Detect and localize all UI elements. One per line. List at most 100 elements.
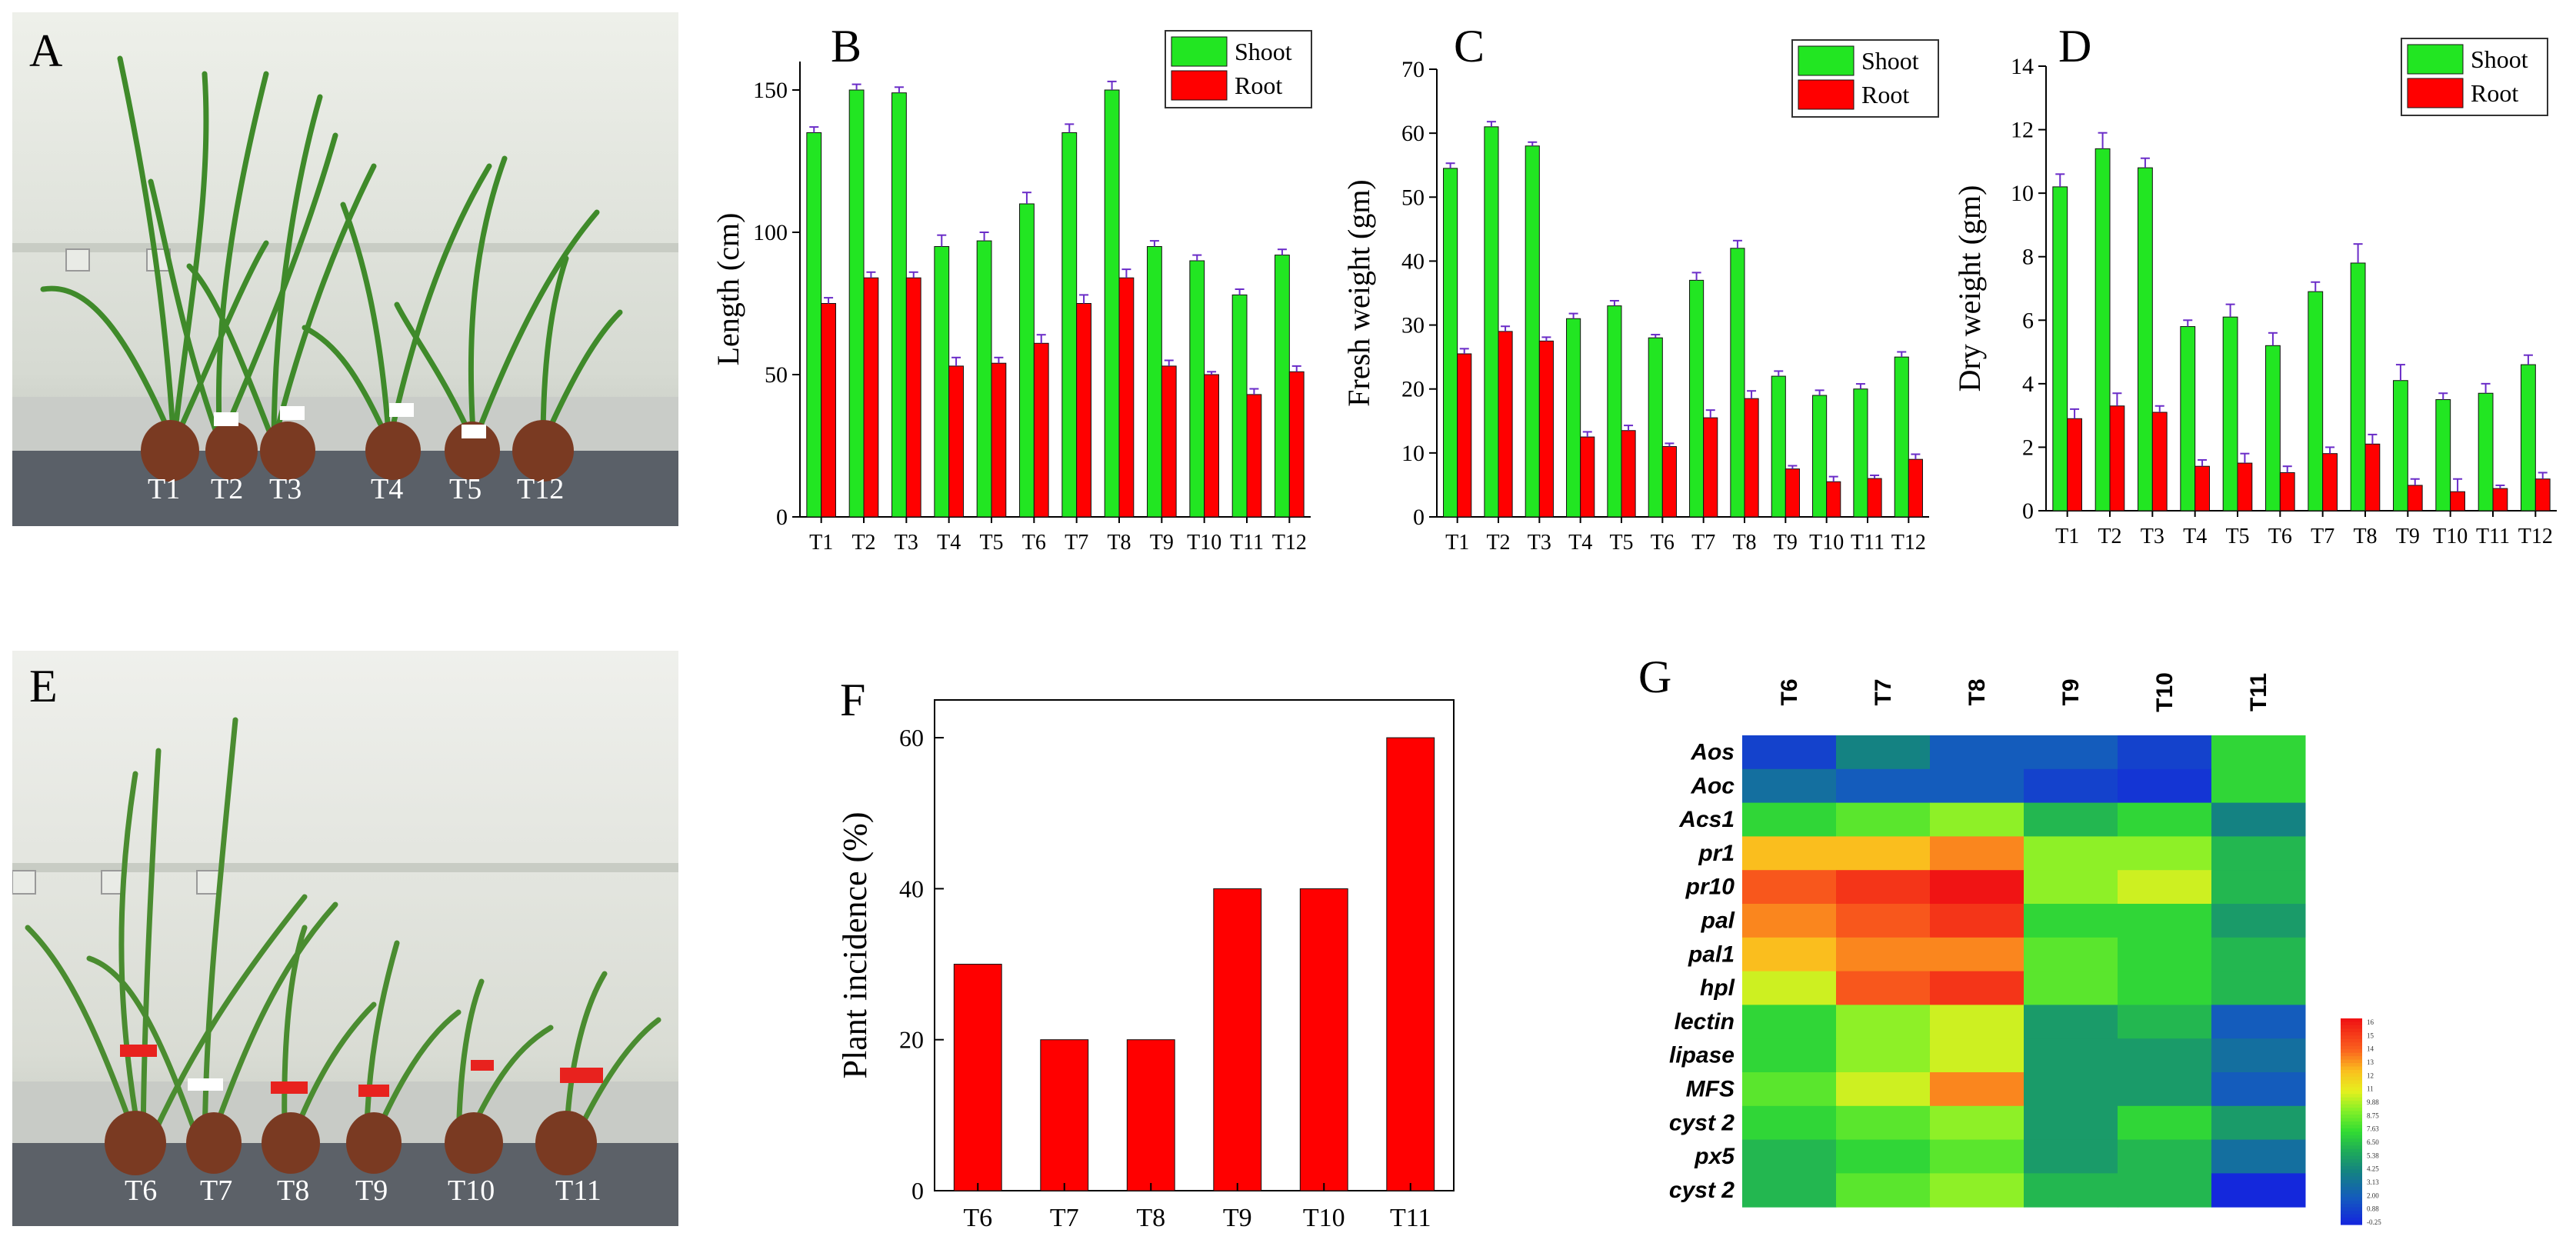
plant-photo-a	[12, 12, 678, 526]
bar-shoot	[1443, 168, 1458, 518]
heatmap-row-label: MFS	[1686, 1077, 1735, 1102]
heatmap-cell	[2211, 802, 2306, 837]
bar-shoot	[1812, 395, 1828, 518]
heatmap-cell	[2024, 1005, 2118, 1039]
colorbar-label: 14	[2367, 1045, 2374, 1053]
colorbar-segment	[2341, 1193, 2362, 1198]
colorbar-segment	[2341, 1125, 2362, 1129]
x-tick-label: T9	[1150, 531, 1174, 555]
colorbar-segment	[2341, 1087, 2362, 1091]
bar-root	[2322, 453, 2338, 512]
x-tick-label: T4	[1568, 531, 1592, 555]
y-tick-label: 10	[2011, 181, 2034, 206]
heatmap-cell	[2211, 836, 2306, 871]
photo-e-pot-label: T6	[125, 1175, 158, 1207]
legend-label-root: Root	[2471, 79, 2518, 107]
y-tick-label: 0	[911, 1177, 924, 1205]
bar-shoot	[1730, 248, 1745, 518]
chart-f-svg: F Plant incidence (%) 0 20 40 60 T6 T7 T8 T9 T10 T1…	[836, 675, 1455, 1232]
heatmap-cell	[1930, 735, 2024, 770]
heatmap-cell	[1836, 735, 1931, 770]
colorbar-segment	[2341, 1214, 2362, 1218]
colorbar-segment	[2341, 1070, 2362, 1075]
heatmap-cell	[1836, 1105, 1931, 1141]
colorbar-segment	[2341, 1190, 2362, 1195]
heatmap-cell	[1742, 1173, 1837, 1208]
bar-shoot	[934, 246, 950, 518]
y-tick-label: 4	[2022, 372, 2034, 397]
bar-root	[2450, 491, 2465, 512]
bar-root	[1246, 394, 1262, 518]
bar-shoot	[1189, 260, 1205, 518]
colorbar-segment	[2341, 1141, 2362, 1146]
heatmap-cell	[1742, 1105, 1837, 1141]
heatmap-cell	[1836, 1005, 1931, 1039]
x-tick-label: T3	[895, 531, 918, 555]
heatmap-row-label: pal1	[1688, 941, 1735, 967]
heatmap-g-svg: G T6 T7 T8 T9 T10 T11 Aos Aoc Acs1 pr1 pr10 pal pal1 h…	[1638, 651, 2381, 1226]
bar-root	[1661, 446, 1677, 518]
heatmap-cell	[1930, 971, 2024, 1005]
colorbar-segment	[2341, 1101, 2362, 1105]
heatmap-cell	[2024, 1038, 2118, 1073]
heatmap-cell	[2024, 836, 2118, 871]
colorbar-segment	[2341, 1031, 2362, 1036]
y-tick-label: 40	[1401, 248, 1425, 274]
heatmap-cell	[2118, 1105, 2212, 1141]
bar-root	[863, 277, 879, 518]
colorbar-segment	[2341, 1028, 2362, 1033]
y-tick-label: 20	[899, 1026, 924, 1054]
heatmap-cell	[2118, 1038, 2212, 1073]
bar-root	[1457, 353, 1472, 518]
colorbar-segment	[2341, 1063, 2362, 1068]
bar-shoot	[2521, 364, 2536, 512]
heatmap-cell	[2211, 1038, 2306, 1073]
heatmap-cell	[1742, 802, 1837, 837]
heatmap-cell	[1742, 971, 1837, 1005]
heatmap-cell	[2118, 836, 2212, 871]
bar-shoot	[1853, 388, 1868, 518]
bar-shoot	[1275, 255, 1290, 518]
y-tick-label: 0	[776, 505, 788, 530]
x-tick-label: T11	[1230, 531, 1264, 555]
colorbar-segment	[2341, 1131, 2362, 1136]
bar-shoot	[1648, 337, 1663, 518]
legend-swatch-root	[2407, 78, 2464, 108]
colorbar-segment	[2341, 1111, 2362, 1115]
heatmap-column-label: T10	[2152, 672, 2178, 712]
x-tick-label: T9	[2396, 525, 2420, 548]
bar-root	[2364, 443, 2381, 512]
bar-shoot	[1771, 375, 1786, 518]
x-tick-label: T12	[1272, 531, 1307, 555]
heatmap-cell	[2024, 768, 2118, 804]
heatmap-cell	[1742, 1139, 1837, 1174]
colorbar-segment	[2341, 1038, 2362, 1043]
heatmap-cell	[1930, 1005, 2024, 1039]
bar-incidence	[953, 964, 1002, 1191]
bar-root	[1826, 481, 1841, 518]
x-tick-label: T9	[1774, 531, 1798, 555]
x-tick-label: T6	[1651, 531, 1675, 555]
y-tick-label: 0	[1413, 505, 1425, 530]
x-tick-label: T7	[2311, 525, 2334, 548]
panel-letter: C	[1454, 21, 1485, 72]
bar-shoot	[2308, 291, 2324, 512]
colorbar-segment	[2341, 1042, 2362, 1047]
heatmap-cell	[1742, 937, 1837, 972]
heatmap-cell	[1930, 1139, 2024, 1174]
bar-shoot	[2478, 392, 2494, 512]
heatmap-cell	[2118, 904, 2212, 938]
panel-letter-e: E	[29, 661, 58, 711]
bar-root	[905, 277, 921, 518]
bar-shoot	[1019, 203, 1035, 518]
heatmap-cell	[2118, 1072, 2212, 1107]
colorbar-label: 16	[2367, 1018, 2374, 1026]
bar-root	[2279, 472, 2295, 512]
colorbar-segment	[2341, 1097, 2362, 1101]
x-tick-label: T2	[1486, 531, 1510, 555]
heatmap-column-label: T9	[2058, 678, 2084, 705]
y-tick-label: 50	[1401, 185, 1425, 210]
y-tick-label: 6	[2022, 308, 2034, 333]
y-tick-label: 60	[1401, 121, 1425, 146]
bar-shoot	[1147, 246, 1162, 518]
